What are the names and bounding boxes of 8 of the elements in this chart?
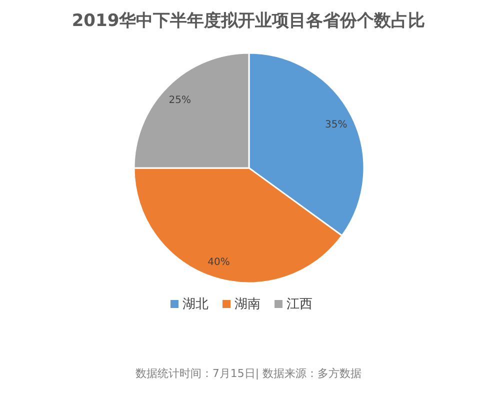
data-label: 40% <box>208 256 230 268</box>
legend-label: 江西 <box>286 297 312 312</box>
legend-label: 湖北 <box>182 297 208 312</box>
text: 数据统计时间：7月15日| 数据来源：多方数据 <box>135 367 362 380</box>
chart-title: 2019华中下半年度拟开业项目各省份个数占比 <box>72 11 426 31</box>
legend-label: 湖南 <box>234 297 260 312</box>
data-label: 25% <box>168 94 191 106</box>
data-label: 35% <box>324 120 348 131</box>
